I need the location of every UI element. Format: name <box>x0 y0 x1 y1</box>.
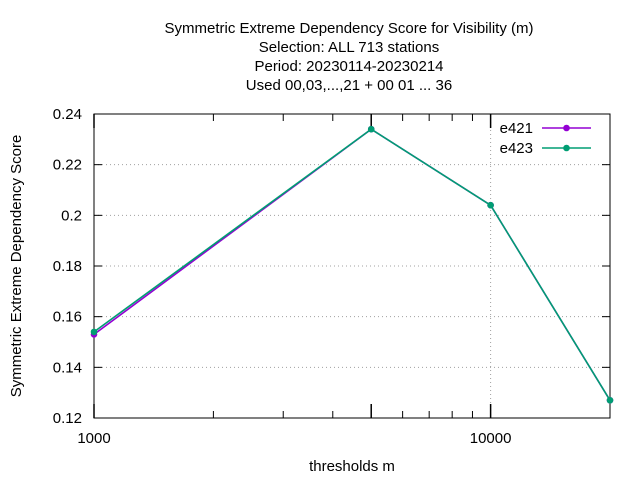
legend-label: e421 <box>500 120 533 137</box>
y-tick-label: 0.18 <box>53 258 82 275</box>
legend-label: e423 <box>500 140 533 157</box>
series-lines <box>90 125 614 404</box>
axis-ticks: 0.12 0.14 0.16 0.18 0.2 0.22 0.24 1000 10000 <box>53 106 611 447</box>
title-line-1: Symmetric Extreme Dependency Score for V… <box>165 20 534 37</box>
legend: e421 e423 <box>500 120 591 157</box>
y-axis-label: Symmetric Extreme Dependency Score <box>8 135 25 398</box>
y-tick-label: 0.22 <box>53 157 82 174</box>
data-point-e423 <box>367 125 375 133</box>
grid <box>94 114 610 418</box>
y-tick-label: 0.2 <box>61 207 82 224</box>
chart-title: Symmetric Extreme Dependency Score for V… <box>165 20 534 94</box>
y-tick-label: 0.14 <box>53 359 82 376</box>
x-tick-label: 10000 <box>470 430 512 447</box>
x-tick-label: 1000 <box>77 430 110 447</box>
legend-entry-e423: e423 <box>500 140 591 157</box>
legend-entry-e421: e421 <box>500 120 591 137</box>
title-line-4: Used 00,03,...,21 + 00 01 ... 36 <box>246 77 452 94</box>
series-line-e421 <box>93 128 611 401</box>
y-tick-label: 0.24 <box>53 106 82 123</box>
series-line-e423 <box>93 128 611 401</box>
data-point-e423 <box>606 396 614 404</box>
data-point-e423 <box>487 201 494 209</box>
series-e423 <box>90 125 614 404</box>
data-point-e423 <box>90 328 98 336</box>
plot-area-border <box>93 113 611 419</box>
y-tick-label: 0.16 <box>53 309 82 326</box>
legend-swatch-point <box>563 144 570 152</box>
legend-swatch-point <box>563 124 570 132</box>
x-axis-label: thresholds m <box>309 458 395 475</box>
series-e421 <box>90 125 614 404</box>
y-tick-label: 0.12 <box>53 410 82 427</box>
title-line-2: Selection: ALL 713 stations <box>259 39 439 56</box>
title-line-3: Period: 20230114-20230214 <box>254 58 443 75</box>
